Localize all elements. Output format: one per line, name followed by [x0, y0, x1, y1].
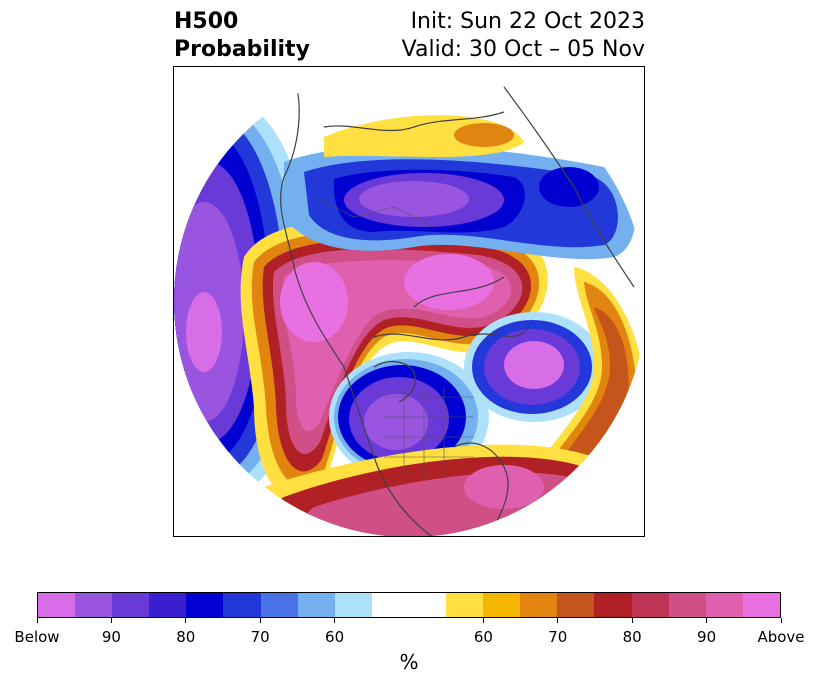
colorbar-segment — [408, 593, 447, 617]
colorbar-segment — [520, 593, 558, 617]
colorbar-tick-mark — [631, 618, 633, 623]
colorbar-tick-mark — [780, 618, 782, 623]
colorbar-segment — [631, 593, 669, 617]
colorbar-segment — [446, 593, 484, 617]
colorbar-tick-mark — [334, 618, 336, 623]
colorbar-segment — [557, 593, 595, 617]
colorbar-tick-label: 70 — [548, 628, 568, 646]
anomaly-high-top — [324, 115, 524, 157]
coastlines — [280, 76, 635, 536]
colorbar-tick-mark — [482, 618, 484, 623]
colorbar-tick-label: 80 — [622, 628, 642, 646]
init-time: Init: Sun 22 Oct 2023 — [410, 9, 645, 34]
colorbar-segment — [705, 593, 743, 617]
colorbar-tick-label: 80 — [176, 628, 196, 646]
colorbar-tick-mark — [259, 618, 261, 623]
colorbar-segment — [149, 593, 187, 617]
colorbar-tick-mark — [185, 618, 187, 623]
colorbar-tick-mark — [36, 618, 38, 623]
colorbar-tick-mark — [557, 618, 559, 623]
colorbar-segment — [371, 593, 409, 617]
colorbar-tick-label: 60 — [473, 628, 493, 646]
colorbar-segment — [297, 593, 335, 617]
valid-period: Valid: 30 Oct – 05 Nov — [401, 37, 645, 62]
colorbar-segment — [223, 593, 261, 617]
probability-map — [174, 67, 644, 536]
colorbar-tick-label: Below — [14, 628, 60, 646]
colorbar-segment — [112, 593, 150, 617]
colorbar-tick-label: 90 — [101, 628, 121, 646]
colorbar-segment — [594, 593, 632, 617]
map-title-right: Init: Sun 22 Oct 2023 Valid: 30 Oct – 05… — [402, 8, 645, 64]
title-variable: H500 — [174, 9, 239, 34]
colorbar-segment — [260, 593, 298, 617]
colorbar-tick-label: 90 — [697, 628, 717, 646]
map-title-left: H500 Probability — [174, 8, 310, 64]
colorbar-segment — [668, 593, 706, 617]
colorbar-tick-mark — [706, 618, 708, 623]
colorbar-tick-label: 60 — [325, 628, 345, 646]
colorbar-segment — [334, 593, 372, 617]
colorbar-tick-mark — [110, 618, 112, 623]
anomaly-low-europe — [464, 312, 604, 422]
colorbar-segment — [742, 593, 780, 617]
colorbar-tick-label: 70 — [250, 628, 270, 646]
anomaly-low-north — [284, 145, 636, 260]
colorbar-tick-label: Above — [757, 628, 805, 646]
map-panel — [173, 66, 645, 537]
colorbar-segment — [483, 593, 521, 617]
colorbar — [37, 592, 781, 618]
colorbar-segment — [75, 593, 113, 617]
title-product: Probability — [174, 37, 310, 62]
colorbar-segment — [186, 593, 224, 617]
colorbar-unit-label: % — [399, 650, 419, 674]
colorbar-segment — [38, 593, 76, 617]
